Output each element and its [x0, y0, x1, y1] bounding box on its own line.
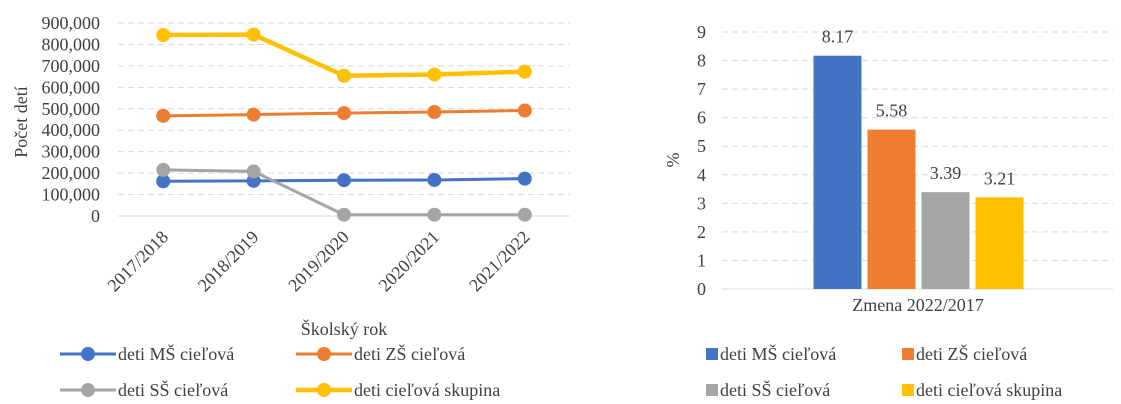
line-point-deti-cie-ov-skupina	[337, 68, 351, 83]
bar-chart-y-tick-label: 7	[697, 79, 706, 99]
line-chart-y-tick-label: 600,000	[42, 77, 101, 97]
line-point-deti-m-cie-ov	[427, 172, 442, 187]
bar-chart-y-tick-label: 8	[697, 51, 706, 71]
bar-chart-y-tick-label: 2	[697, 222, 706, 242]
line-chart-y-axis-title: Počet detí	[11, 86, 31, 157]
bar-chart-category-label: Zmena 2022/2017	[852, 295, 983, 315]
line-point-deti-z-cie-ov	[427, 104, 442, 119]
line-chart-y-tick-label: 400,000	[42, 120, 101, 140]
legend-swatch	[706, 348, 718, 360]
line-chart-y-tick-label: 500,000	[42, 99, 101, 119]
line-chart-x-tick-label: 2017/2018	[103, 227, 172, 296]
bar-chart-y-tick-label: 5	[697, 136, 706, 156]
bar-chart-gridlines	[722, 31, 1113, 290]
line-chart-y-tick-label: 300,000	[42, 142, 101, 162]
bar-chart-y-tick-label: 0	[697, 279, 706, 299]
legend-label: deti SŠ cieľová	[720, 379, 830, 400]
line-point-deti-m-cie-ov	[517, 171, 532, 186]
legend-label: deti MŠ cieľová	[720, 343, 836, 364]
line-chart-x-tick-label: 2018/2019	[194, 227, 263, 296]
legend-marker	[317, 383, 331, 397]
legend-label: deti cieľová skupina	[916, 380, 1062, 400]
line-point-deti-z-cie-ov	[337, 106, 351, 121]
line-chart-x-ticks: 2017/2018 2018/2019 2019/2020 2020/2021 2021…	[103, 227, 533, 296]
line-point-deti-s-cie-ov	[337, 207, 351, 222]
legend-swatch	[902, 348, 914, 360]
line-chart-y-tick-label: 900,000	[42, 13, 101, 33]
bar-data-label: 3.21	[984, 168, 1016, 188]
line-chart-x-tick-label: 2020/2021	[375, 227, 444, 296]
line-chart-y-tick-label: 800,000	[42, 34, 101, 54]
line-chart-y-tick-label: 200,000	[42, 163, 101, 183]
bar-chart: 0 1 2 3 4 5 6 7 8 9 8.17 5.58 3.39 3.21 Zmena 2022/2…	[663, 22, 1113, 400]
line-chart-y-tick-label: 700,000	[42, 56, 101, 76]
bar-chart-y-axis-title: %	[663, 153, 683, 168]
line-chart-legend: deti MŠ cieľová deti ZŠ cieľová deti SŠ ci…	[60, 343, 500, 400]
line-point-deti-cie-ov-skupina	[427, 67, 442, 82]
bar-data-label: 8.17	[822, 27, 854, 47]
line-chart-y-ticks: 0100,000200,000300,000400,000500,000600,…	[42, 13, 101, 226]
line-point-deti-s-cie-ov	[156, 162, 171, 177]
line-chart-x-tick-label: 2019/2020	[284, 227, 353, 296]
legend-label: deti ZŠ cieľová	[916, 343, 1027, 364]
legend-swatch	[902, 384, 914, 396]
line-point-deti-m-cie-ov	[337, 173, 351, 188]
line-point-deti-s-cie-ov	[517, 207, 532, 222]
bar-chart-y-tick-label: 3	[697, 193, 706, 213]
line-point-deti-cie-ov-skupina	[156, 28, 171, 43]
line-point-deti-cie-ov-skupina	[517, 64, 532, 79]
bar-data-label: 5.58	[876, 101, 908, 121]
bar-chart-legend: deti MŠ cieľová deti ZŠ cieľová deti SŠ ci…	[706, 343, 1062, 400]
legend-swatch	[706, 384, 718, 396]
bar-chart-bars	[813, 55, 1024, 289]
bar-deti-cie-ov-skupina	[975, 197, 1024, 289]
bar-chart-y-ticks: 0 1 2 3 4 5 6 7 8 9	[697, 22, 706, 299]
legend-label: deti ZŠ cieľová	[354, 343, 465, 364]
bar-chart-data-labels: 8.17 5.58 3.39 3.21	[822, 27, 1016, 189]
line-point-deti-s-cie-ov	[427, 207, 442, 222]
line-point-deti-z-cie-ov	[246, 107, 261, 122]
legend-label: deti MŠ cieľová	[118, 343, 234, 364]
line-chart-series	[156, 27, 532, 222]
line-chart-y-tick-label: 100,000	[42, 185, 101, 205]
line-chart-x-axis-title: Školský rok	[301, 318, 388, 339]
line-point-deti-m-cie-ov	[156, 174, 171, 189]
legend-label: deti cieľová skupina	[354, 380, 500, 400]
legend-marker	[81, 347, 95, 361]
line-point-deti-z-cie-ov	[517, 103, 532, 118]
bar-chart-y-tick-label: 4	[697, 165, 706, 185]
bar-data-label: 3.39	[930, 163, 962, 183]
bar-deti-m-cie-ov	[813, 55, 862, 289]
bar-deti-z-cie-ov	[867, 129, 916, 289]
bar-chart-y-tick-label: 9	[697, 22, 706, 42]
line-point-deti-cie-ov-skupina	[246, 27, 261, 42]
legend-label: deti SŠ cieľová	[118, 379, 228, 400]
legend-marker	[81, 383, 95, 397]
bar-chart-y-tick-label: 1	[697, 250, 706, 270]
bar-deti-s-cie-ov	[921, 192, 970, 289]
line-chart-y-tick-label: 0	[91, 206, 100, 226]
line-chart: 0100,000200,000300,000400,000500,000600,…	[11, 13, 570, 400]
line-point-deti-z-cie-ov	[156, 108, 171, 123]
line-chart-x-tick-label: 2021/2022	[465, 227, 534, 296]
bar-chart-y-tick-label: 6	[697, 108, 706, 128]
line-point-deti-s-cie-ov	[246, 164, 261, 179]
legend-marker	[317, 347, 331, 361]
